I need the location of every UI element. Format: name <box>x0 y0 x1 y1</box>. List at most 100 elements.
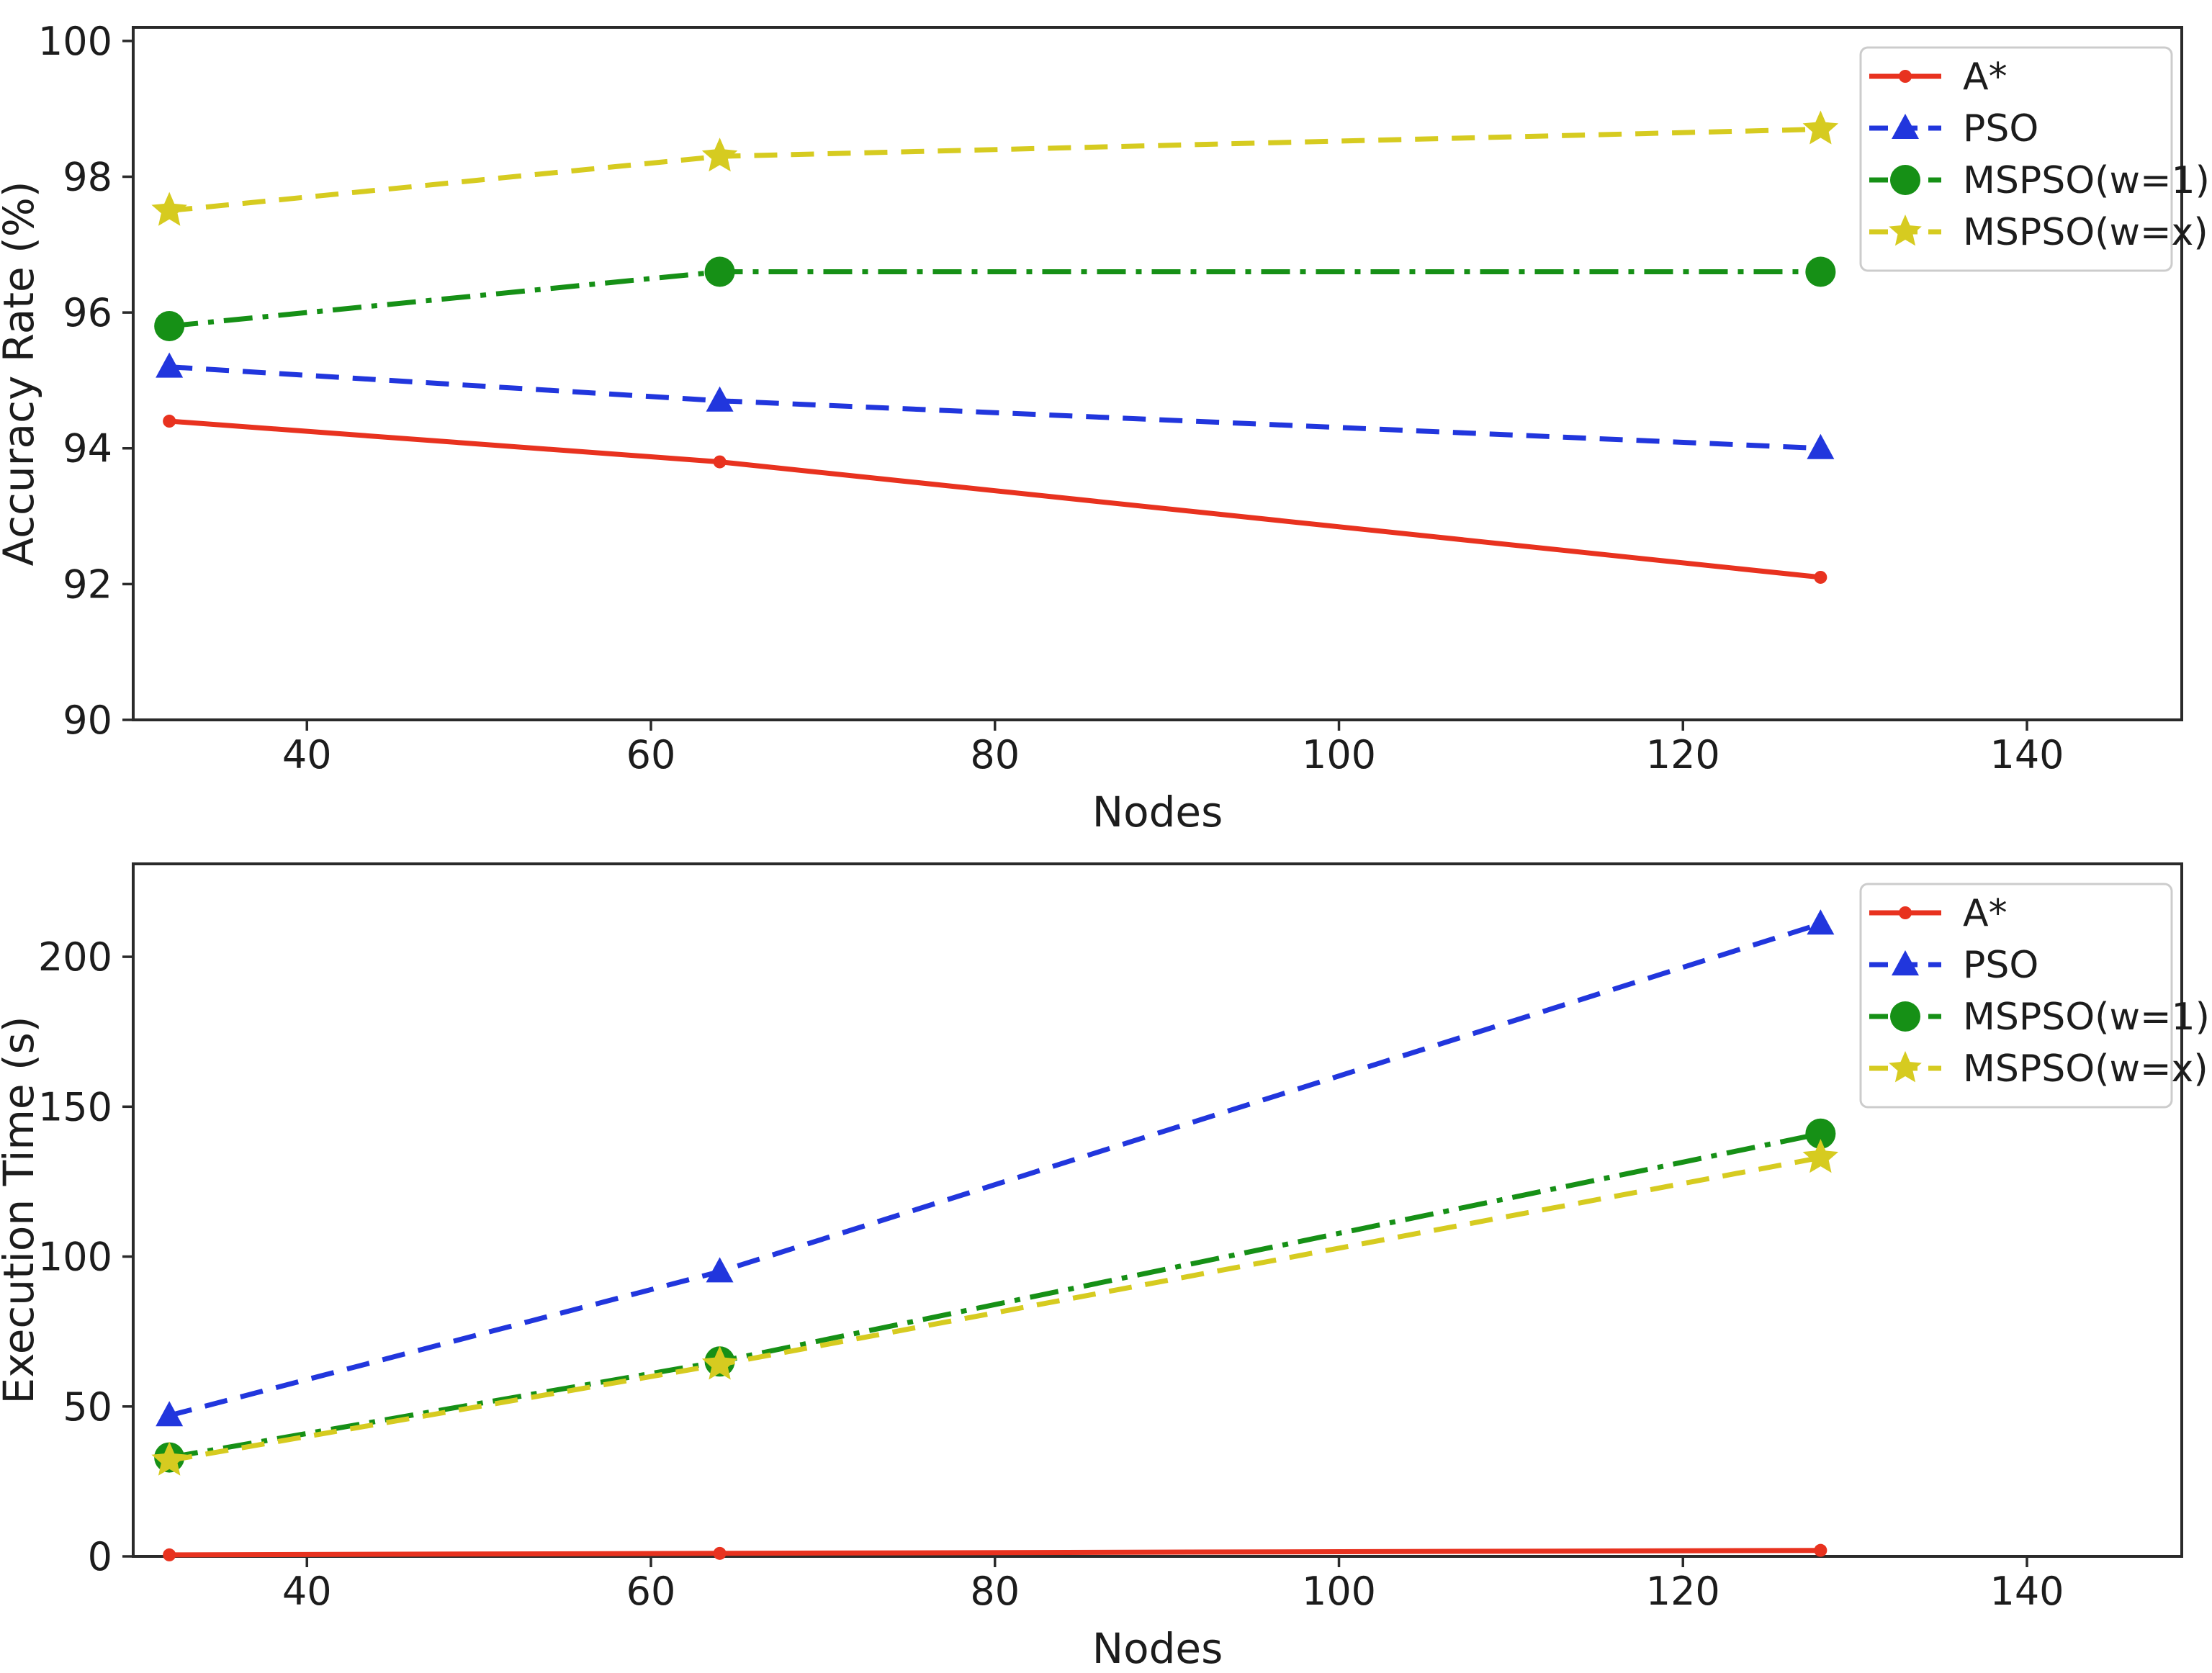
series-mspso-w-x <box>151 110 1839 226</box>
execution-time-chart: 40 60 80 100 120 140 0 50 100 150 200 Nodes Executio… <box>0 862 2210 1673</box>
x-tick-label: 40 <box>282 1569 332 1614</box>
marker-triangle-icon <box>1807 433 1835 459</box>
legend-item: A* <box>1869 55 2008 99</box>
marker-triangle-icon <box>156 1401 184 1427</box>
x-tick-label: 100 <box>1302 1569 1376 1614</box>
series-mspso-w-1 <box>154 256 1836 341</box>
y-axis: 0 50 100 150 200 <box>38 934 133 1579</box>
x-tick-label: 60 <box>626 732 676 777</box>
legend-item: MSPSO(w=x) <box>1869 1047 2208 1091</box>
x-axis: 40 60 80 100 120 140 <box>282 720 2064 777</box>
marker-star-icon <box>701 1345 738 1380</box>
legend: A* PSO MSPSO(w=1) MSPSO(w=x) <box>1859 46 2210 272</box>
y-tick-label: 92 <box>63 562 112 607</box>
series-astar <box>163 415 1827 584</box>
series-line <box>168 921 1822 1418</box>
series-pso <box>156 909 1835 1427</box>
y-axis-label: Accuracy Rate (%) <box>0 181 43 566</box>
legend-label: MSPSO(w=x) <box>1963 1047 2208 1091</box>
x-axis-label: Nodes <box>1092 1624 1223 1673</box>
x-tick-label: 100 <box>1302 732 1376 777</box>
marker-circle-icon <box>713 1546 727 1560</box>
marker-triangle-icon <box>1892 950 1919 975</box>
legend: A* PSO MSPSO(w=1) MSPSO(w=x) <box>1859 883 2210 1109</box>
y-tick-label: 98 <box>63 154 112 199</box>
marker-star-icon <box>1802 110 1839 145</box>
legend-item: PSO <box>1869 944 2038 987</box>
marker-triangle-icon <box>706 1257 734 1283</box>
series-mspso-w-x <box>151 1139 1839 1476</box>
legend-label: PSO <box>1963 944 2038 987</box>
legend-box <box>1859 883 2173 1109</box>
series-line <box>168 364 1821 451</box>
legend-label: PSO <box>1963 107 2038 150</box>
marker-triangle-icon <box>1892 114 1919 139</box>
marker-star-icon <box>701 137 738 172</box>
legend-label: MSPSO(w=1) <box>1963 159 2210 202</box>
legend-item: MSPSO(w=x) <box>1869 211 2208 254</box>
series-line <box>168 127 1821 214</box>
x-tick-label: 120 <box>1646 1569 1720 1614</box>
marker-triangle-icon <box>706 386 734 412</box>
x-axis-label: Nodes <box>1092 788 1223 836</box>
marker-star-icon <box>151 1441 187 1476</box>
y-tick-label: 200 <box>38 934 112 980</box>
marker-circle-icon <box>1814 1543 1827 1557</box>
marker-star-icon <box>151 191 187 226</box>
legend-item: PSO <box>1869 107 2038 150</box>
accuracy-rate-chart: 40 60 80 100 120 140 90 92 94 96 98 100 Nodes Accurac… <box>0 19 2210 836</box>
marker-circle-icon <box>704 256 735 287</box>
x-tick-label: 60 <box>626 1569 676 1614</box>
x-tick-label: 40 <box>282 732 332 777</box>
marker-star-icon <box>1802 1139 1839 1173</box>
series-line <box>169 1548 1821 1558</box>
x-tick-label: 140 <box>1990 732 2064 777</box>
marker-circle-icon <box>1814 570 1827 584</box>
x-axis: 40 60 80 100 120 140 <box>282 1556 2064 1614</box>
y-tick-label: 100 <box>38 19 112 64</box>
series-line <box>168 418 1821 580</box>
marker-circle-icon <box>1890 1001 1920 1032</box>
marker-star-icon <box>1889 215 1922 246</box>
legend-item: A* <box>1869 892 2008 935</box>
y-axis-label: Execution Time (s) <box>0 1016 43 1404</box>
y-tick-label: 150 <box>38 1084 112 1129</box>
x-tick-label: 80 <box>970 1569 1020 1614</box>
series-line <box>168 1155 1822 1464</box>
y-tick-label: 0 <box>88 1534 112 1579</box>
legend-item: MSPSO(w=1) <box>1869 159 2210 202</box>
y-tick-label: 96 <box>63 290 112 335</box>
y-tick-label: 94 <box>63 426 112 472</box>
marker-triangle-icon <box>156 352 184 378</box>
series-pso <box>156 352 1835 459</box>
legend-label: MSPSO(w=x) <box>1963 211 2208 254</box>
marker-circle-icon <box>1805 256 1836 287</box>
marker-circle-icon <box>713 455 727 469</box>
marker-circle-icon <box>1805 1118 1836 1149</box>
legend-box <box>1859 46 2173 272</box>
legend-label: MSPSO(w=1) <box>1963 996 2210 1039</box>
y-tick-label: 50 <box>63 1384 112 1430</box>
marker-circle-icon <box>1890 165 1920 195</box>
y-tick-label: 100 <box>38 1235 112 1280</box>
x-tick-label: 80 <box>970 732 1020 777</box>
marker-circle-icon <box>154 310 185 341</box>
x-tick-label: 120 <box>1646 732 1720 777</box>
legend-label: A* <box>1963 55 2008 99</box>
legend-label: A* <box>1963 892 2008 935</box>
plot-area <box>132 862 2183 1558</box>
marker-circle-icon <box>163 415 176 428</box>
plot-area <box>132 26 2183 721</box>
marker-circle-icon <box>1899 70 1912 83</box>
y-tick-label: 90 <box>63 698 112 743</box>
x-tick-label: 140 <box>1990 1569 2064 1614</box>
marker-circle-icon <box>163 1548 176 1561</box>
marker-circle-icon <box>1899 906 1912 919</box>
marker-star-icon <box>1889 1051 1922 1083</box>
series-line <box>168 269 1821 329</box>
marker-triangle-icon <box>1807 909 1835 935</box>
series-astar <box>163 1543 1827 1561</box>
legend-item: MSPSO(w=1) <box>1869 996 2210 1039</box>
y-axis: 90 92 94 96 98 100 <box>38 19 133 743</box>
